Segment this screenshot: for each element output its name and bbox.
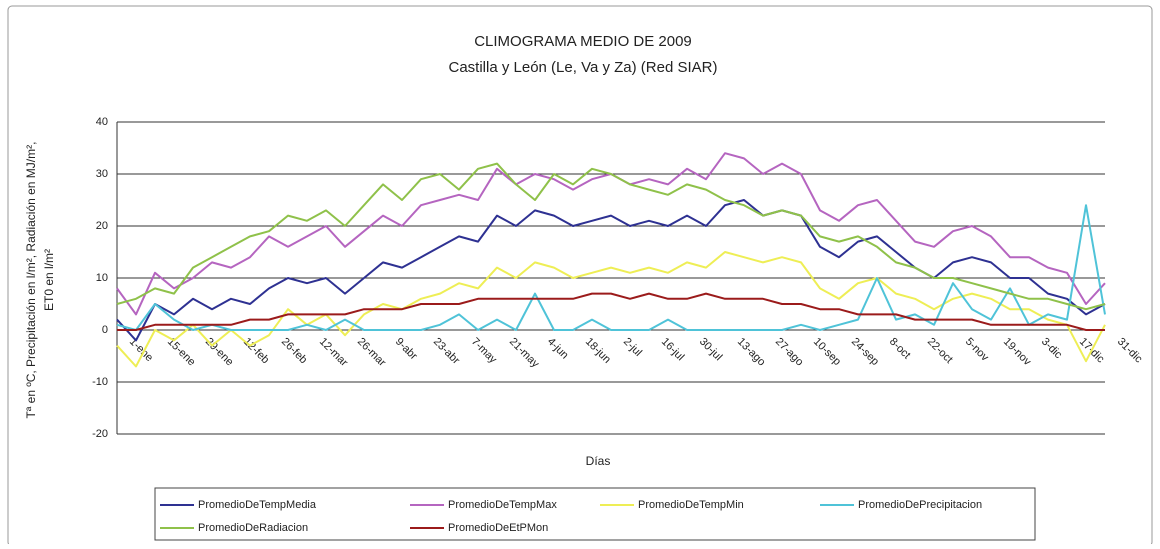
y-axis-label: Tª en ºC, Precipitación en l/m², Radiaci…	[24, 142, 38, 419]
series-line	[116, 162, 1106, 311]
y-tick-label: 0	[102, 324, 108, 336]
x-axis-label: Días	[586, 454, 611, 468]
series-line	[116, 251, 1106, 368]
y-tick-label: 10	[96, 272, 108, 284]
series-line	[117, 292, 1105, 331]
y-tick-label: 30	[96, 168, 108, 180]
y-axis-label: ET0 en l/m²	[42, 249, 56, 311]
legend-box	[154, 487, 1036, 541]
legend-label: PromedioDeTempMedia	[198, 499, 317, 511]
legend-label: PromedioDeRadiacion	[198, 522, 308, 534]
legend-label: PromedioDePrecipitacion	[858, 499, 982, 511]
y-tick-label: -10	[92, 376, 108, 388]
y-tick-label: 40	[96, 116, 108, 128]
series-line	[116, 204, 1106, 331]
y-tick-label: 20	[96, 220, 108, 232]
legend-label: PromedioDeEtPMon	[448, 522, 548, 534]
chart-frame	[7, 5, 1153, 547]
legend-label: PromedioDeTempMax	[448, 499, 557, 511]
series-line	[116, 199, 1106, 342]
legend-label: PromedioDeTempMin	[638, 499, 744, 511]
chart-subtitle: Castilla y León (Le, Va y Za) (Red SIAR)	[449, 59, 718, 76]
chart-title: CLIMOGRAMA MEDIO DE 2009	[474, 33, 692, 50]
y-tick-label: -20	[92, 428, 108, 440]
